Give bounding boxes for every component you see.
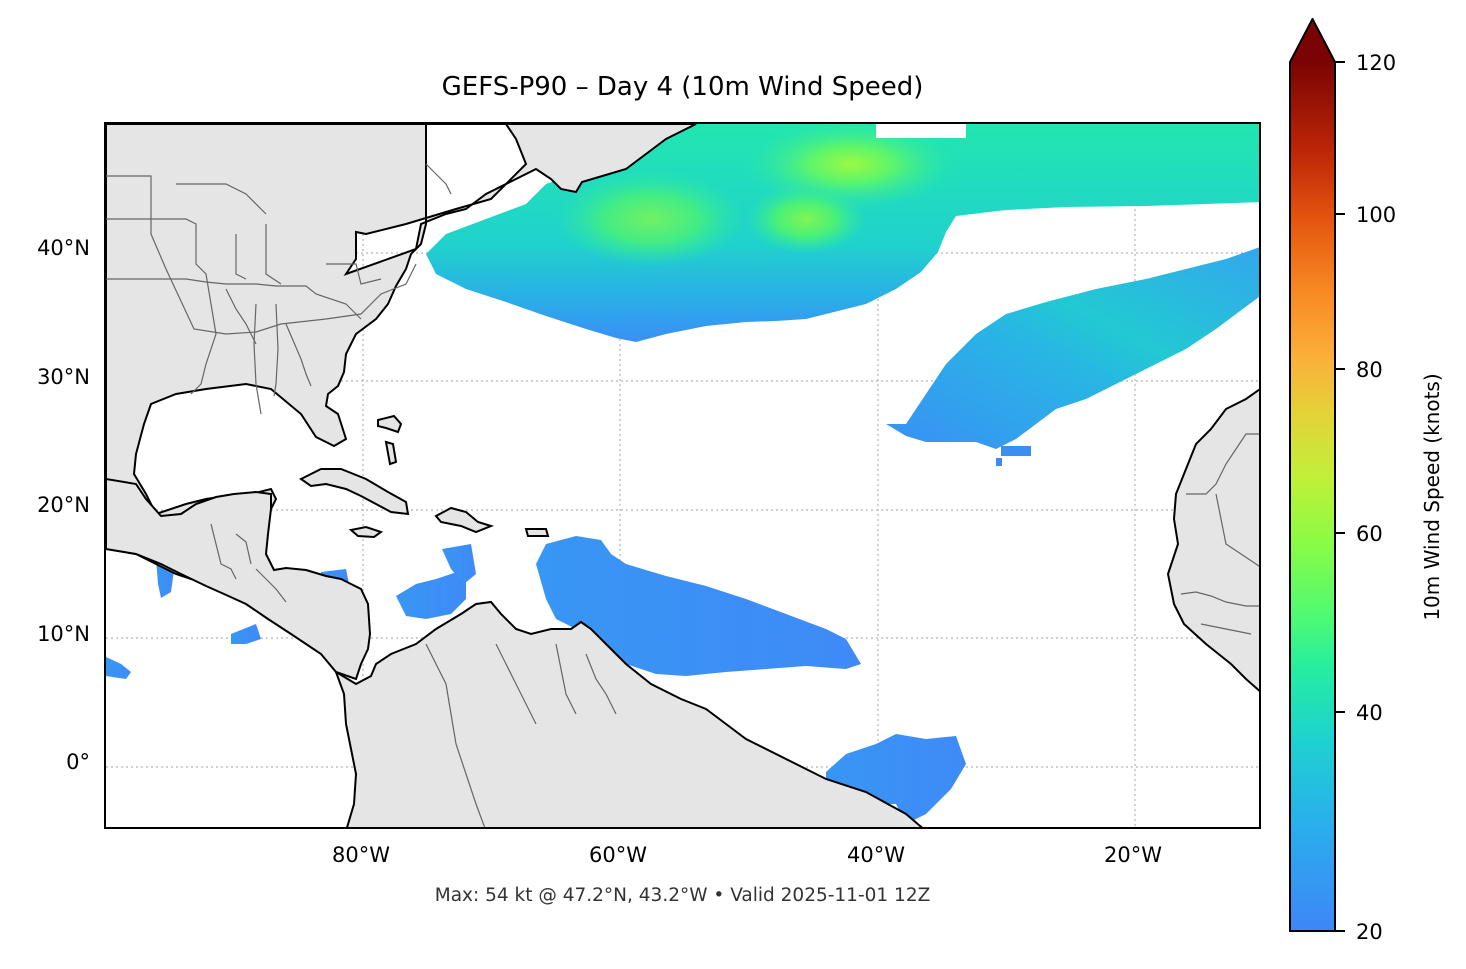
lon-label-80w: 80°W	[332, 843, 390, 867]
map-canvas	[106, 124, 1259, 827]
colorbar-tick-80: 80	[1356, 358, 1383, 382]
land-north-america	[106, 124, 697, 681]
colorbar-tick-40: 40	[1356, 701, 1383, 725]
lat-label-10n: 10°N	[37, 622, 90, 646]
colorbar-extend-arrow	[1290, 19, 1335, 62]
colorbar-tick-20: 20	[1356, 920, 1383, 944]
lat-label-40n: 40°N	[37, 236, 90, 260]
colorbar-label: 10m Wind Speed (knots)	[1420, 373, 1444, 621]
chart-title: GEFS-P90 – Day 4 (10m Wind Speed)	[441, 72, 924, 102]
lat-label-equator: 0°	[66, 750, 90, 774]
wind-field-north-atlantic	[426, 124, 1259, 342]
colorbar-tick-120: 120	[1356, 51, 1397, 75]
colorbar	[1289, 18, 1345, 932]
lat-label-20n: 20°N	[37, 493, 90, 517]
colorbar-tick-100: 100	[1356, 203, 1397, 227]
political-borders	[106, 163, 1259, 827]
colorbar-ticks	[1335, 61, 1345, 932]
wind-field-subtropical	[886, 247, 1259, 466]
lon-label-60w: 60°W	[589, 843, 647, 867]
land-south-america	[334, 600, 923, 827]
max-value-valid-time: Max: 54 kt @ 47.2°N, 43.2°W • Valid 2025…	[434, 885, 931, 906]
colorbar-tick-60: 60	[1356, 522, 1383, 546]
land-africa	[1166, 388, 1259, 692]
caribbean-islands	[299, 414, 550, 539]
lon-label-20w: 20°W	[1104, 843, 1162, 867]
lat-label-30n: 30°N	[37, 365, 90, 389]
lon-label-40w: 40°W	[847, 843, 905, 867]
map-panel	[104, 122, 1261, 829]
